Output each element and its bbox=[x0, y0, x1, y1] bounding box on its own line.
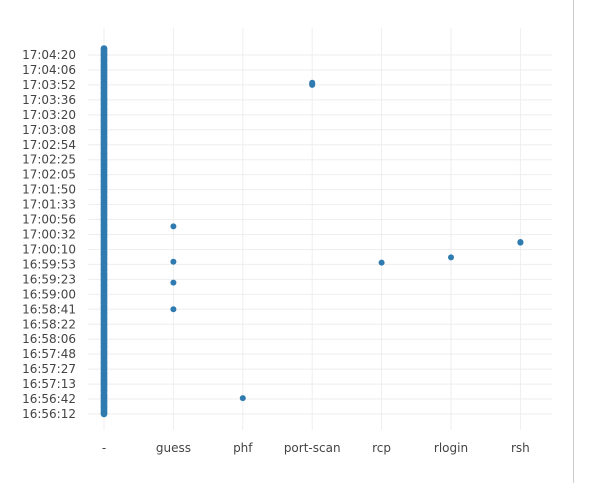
y-tick-label: 16:56:12 bbox=[22, 407, 76, 421]
y-tick-label: 16:59:23 bbox=[22, 272, 76, 286]
data-point bbox=[378, 259, 385, 266]
y-tick-label: 17:03:52 bbox=[22, 78, 76, 92]
data-point bbox=[309, 79, 316, 86]
y-tick-label: 17:00:32 bbox=[22, 228, 76, 242]
y-tick-label: 17:03:36 bbox=[22, 93, 76, 107]
data-point bbox=[170, 223, 177, 230]
y-tick-label: 16:58:41 bbox=[22, 302, 76, 316]
y-tick-label: 16:57:27 bbox=[22, 362, 76, 376]
x-tick-label: - bbox=[102, 441, 106, 455]
y-tick-label: 17:03:20 bbox=[22, 108, 76, 122]
y-tick-label: 16:59:00 bbox=[22, 287, 76, 301]
y-tick-label: 16:58:22 bbox=[22, 317, 76, 331]
y-tick-label: 16:58:06 bbox=[22, 332, 76, 346]
right-border bbox=[573, 0, 574, 483]
y-tick-label: 17:00:10 bbox=[22, 242, 76, 256]
y-tick-label: 16:57:13 bbox=[22, 377, 76, 391]
data-point bbox=[170, 258, 177, 265]
y-tick-label: 16:56:42 bbox=[22, 392, 76, 406]
y-tick-label: 17:01:33 bbox=[22, 198, 76, 212]
y-tick-label: 17:03:08 bbox=[22, 123, 76, 137]
data-point bbox=[448, 254, 454, 261]
y-tick-label: 17:00:56 bbox=[22, 213, 76, 227]
y-tick-label: 17:02:05 bbox=[22, 168, 76, 182]
y-tick-label: 16:59:53 bbox=[22, 257, 76, 271]
y-tick-label: 17:01:50 bbox=[22, 183, 76, 197]
x-tick-label: guess bbox=[156, 441, 191, 455]
y-tick-label: 16:57:48 bbox=[22, 347, 76, 361]
y-tick-label: 17:02:25 bbox=[22, 153, 76, 167]
data-point bbox=[517, 238, 524, 245]
x-tick-label: rlogin bbox=[434, 441, 468, 455]
y-tick-label: 17:02:54 bbox=[22, 138, 76, 152]
x-tick-label: port-scan bbox=[284, 441, 341, 455]
data-point bbox=[100, 410, 108, 418]
data-point bbox=[170, 279, 177, 286]
x-tick-label: rcp bbox=[372, 441, 391, 455]
y-tick-label: 17:04:06 bbox=[22, 63, 76, 77]
data-point bbox=[239, 395, 246, 402]
x-tick-label: rsh bbox=[511, 441, 530, 455]
x-tick-label: phf bbox=[233, 441, 253, 455]
y-tick-label: 17:04:20 bbox=[22, 48, 76, 62]
data-point bbox=[170, 306, 177, 313]
